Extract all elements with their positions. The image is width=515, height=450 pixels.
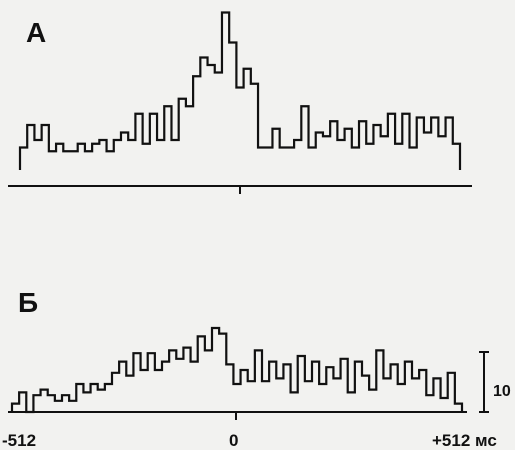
panel-b-histogram-trace [10, 326, 464, 414]
panel-a-label: А [26, 17, 46, 48]
x-tick-label-max: +512 мс [432, 431, 497, 450]
panel-b-label: Б [18, 287, 38, 318]
x-tick-label-zero: 0 [229, 431, 238, 450]
x-tick-label-min: -512 [2, 431, 36, 450]
panel-a: А [8, 11, 472, 194]
scale-bar-label: 10 [493, 383, 511, 400]
panel-a-histogram-trace [18, 11, 462, 170]
panel-b: Б 10 [8, 287, 511, 420]
scale-bar: 10 [479, 351, 511, 413]
